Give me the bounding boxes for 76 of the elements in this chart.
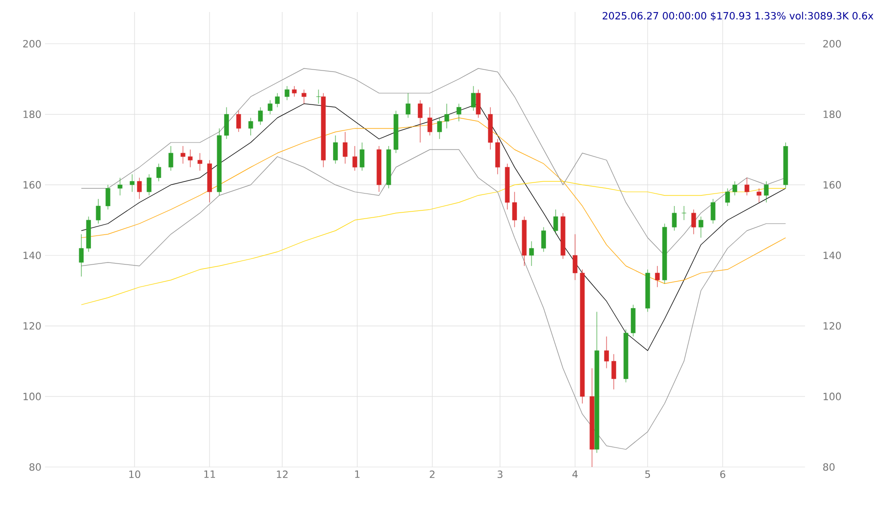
candlestick	[732, 181, 738, 196]
y-tick-label: 200	[23, 40, 41, 48]
candlestick	[78, 234, 84, 277]
y2-tick-label: 80	[823, 463, 835, 471]
x-tick-label: 6	[720, 470, 726, 478]
candlestick	[352, 146, 358, 171]
candlestick	[744, 178, 750, 196]
candlestick	[406, 92, 410, 118]
candlestick	[236, 110, 241, 132]
candlestick	[168, 146, 174, 171]
x-tick-label: 11	[204, 470, 216, 478]
candlestick	[437, 118, 442, 140]
y-tick-label: 100	[24, 392, 41, 400]
candlestick	[456, 103, 462, 122]
candlestick	[672, 206, 677, 231]
candlestick	[248, 118, 254, 136]
candlestick	[198, 152, 202, 171]
y-tick-label: 140	[24, 252, 41, 260]
y-tick-label: 80	[29, 463, 41, 471]
candlestick	[444, 103, 450, 129]
candlestick	[188, 149, 193, 168]
candlestick	[118, 178, 122, 196]
x-tick-label: 12	[276, 470, 288, 478]
chart-title: 2025.06.27 00:00:00 $170.93 1.33% vol:3089.3K 0.6x	[602, 12, 874, 21]
y-tick-label: 160	[24, 181, 41, 189]
x-tick-label: 5	[645, 470, 650, 478]
candlestick	[146, 174, 152, 196]
candlestick	[529, 241, 534, 266]
y2-tick-label: 100	[824, 392, 841, 400]
candlestick	[106, 184, 110, 210]
candlestick	[428, 106, 432, 136]
candlestick	[604, 336, 609, 368]
x-tick-label: 3	[498, 470, 502, 478]
candlestick	[137, 178, 142, 200]
candlestick	[418, 100, 422, 143]
candlestick	[682, 206, 686, 220]
candlestick	[130, 174, 134, 192]
y2-tick-label: 160	[824, 181, 841, 189]
y2-tick-label: 140	[824, 252, 841, 260]
candlestick	[691, 209, 696, 234]
y-tick-label: 120	[24, 322, 41, 330]
candlestick	[541, 226, 546, 252]
y2-tick-label: 200	[823, 40, 841, 48]
x-tick-label: 1	[355, 470, 360, 478]
candlestick	[333, 135, 338, 164]
candlestick	[471, 86, 476, 112]
candlestick	[96, 198, 101, 224]
line-series	[81, 149, 786, 450]
candlestick	[611, 354, 616, 390]
x-tick-label: 4	[572, 470, 578, 478]
candlestick	[476, 89, 481, 118]
candlestick	[725, 188, 730, 206]
candlestick	[756, 188, 762, 203]
candlestick	[302, 89, 306, 104]
candlestick	[268, 100, 272, 115]
candlestick	[572, 234, 578, 280]
x-tick-label: 2	[430, 470, 434, 478]
candlestick	[284, 86, 290, 100]
candlestick	[512, 192, 517, 228]
candlestick	[655, 266, 660, 288]
candlestick	[180, 146, 186, 164]
candlestick	[258, 106, 263, 126]
candlestick	[275, 92, 280, 108]
candlestick	[342, 132, 348, 164]
candlestick	[710, 198, 716, 224]
candlestick	[156, 163, 162, 182]
x-tick-label: 10	[129, 470, 140, 478]
candlestick	[292, 86, 297, 97]
y2-tick-label: 120	[824, 322, 841, 330]
candlestick	[764, 181, 769, 203]
candlestick	[698, 216, 704, 238]
y2-tick-label: 180	[824, 110, 841, 118]
candlestick	[224, 106, 229, 140]
candlestick	[553, 209, 558, 234]
y-tick-label: 180	[24, 110, 41, 118]
candlestick	[360, 142, 364, 171]
